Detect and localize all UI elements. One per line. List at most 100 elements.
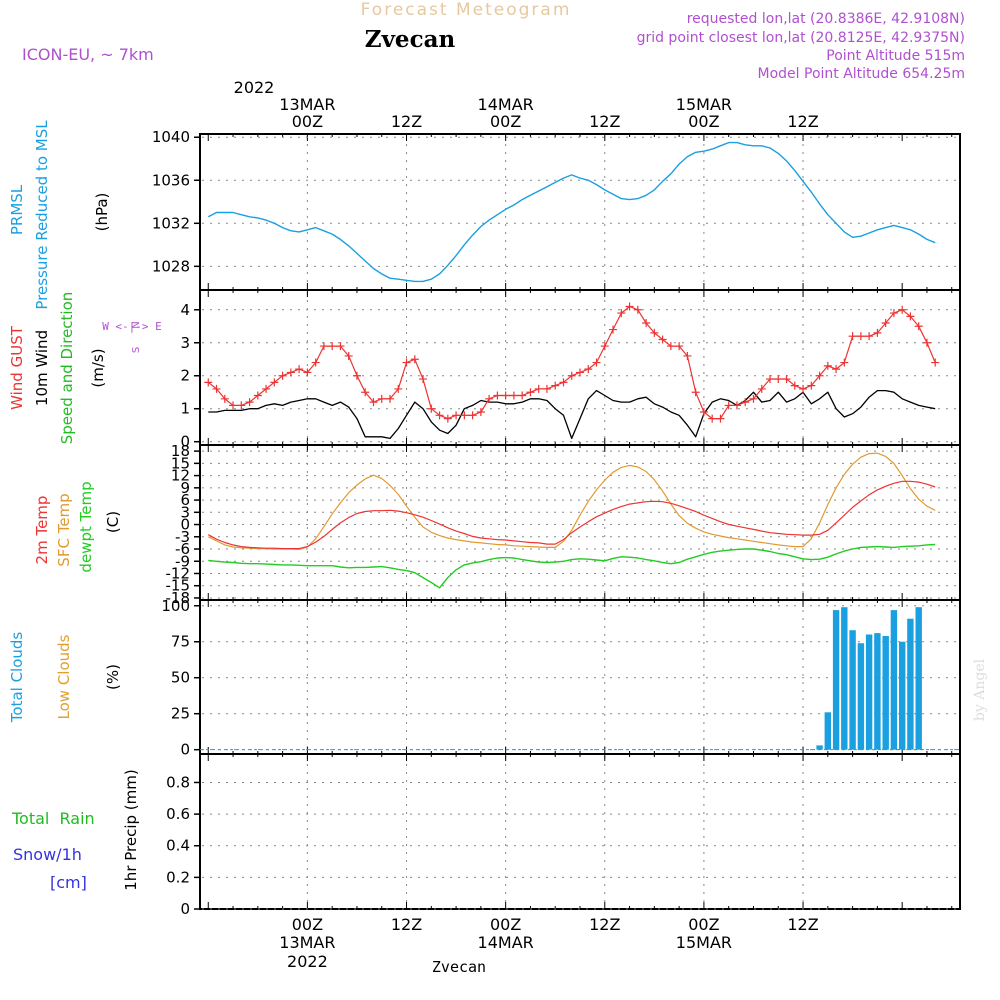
- gust-marker: [204, 378, 213, 387]
- precip-panel-frame: [199, 753, 961, 910]
- top-day-label: 13MAR: [279, 95, 335, 114]
- temp-dewpt-label: dewpt Temp: [77, 481, 95, 572]
- total-cloud-bar: [874, 633, 881, 750]
- gust-marker: [319, 342, 328, 351]
- gust-marker: [402, 358, 411, 367]
- gust-marker: [609, 325, 618, 334]
- bottom-hour-label: 00Z: [292, 915, 323, 934]
- gust-marker: [270, 378, 279, 387]
- gust-marker: [237, 401, 246, 410]
- gust-marker: [650, 328, 659, 337]
- gust-marker: [567, 371, 576, 380]
- gust-marker: [642, 318, 651, 327]
- gust-marker: [799, 384, 808, 393]
- gust-marker: [245, 398, 254, 407]
- total-cloud-bar: [824, 712, 831, 750]
- gust-marker: [452, 411, 461, 420]
- y-tick-label: 0: [180, 900, 190, 918]
- gust-marker: [683, 351, 692, 360]
- plot-marks: [200, 141, 960, 751]
- gust-marker: [757, 384, 766, 393]
- precip-unit: 1hr Precip (mm): [122, 769, 140, 890]
- temp-sfc-label: SFC Temp: [55, 493, 73, 566]
- gust-marker: [856, 332, 865, 341]
- gust-marker: [352, 371, 361, 380]
- top-year-label: 2022: [234, 78, 275, 97]
- gust-marker: [509, 391, 518, 400]
- total-cloud-bar: [816, 745, 823, 750]
- y-tick-label: 1032: [152, 214, 190, 232]
- y-tick-label: -3: [175, 528, 190, 546]
- y-tick-label: 50: [171, 669, 190, 687]
- y-tick-label: 0.8: [166, 773, 190, 791]
- model-point-altitude: Model Point Altitude 654.25m: [758, 66, 965, 82]
- gust-marker: [551, 381, 560, 390]
- top-hour-label: 00Z: [490, 112, 521, 131]
- bottom-day-label: 14MAR: [478, 933, 534, 952]
- grid-lines: [202, 134, 958, 910]
- gust-marker: [716, 414, 725, 423]
- bottom-station-label: Zvecan: [432, 958, 486, 976]
- requested-coords: requested lon,lat (20.8386E, 42.9108N): [687, 11, 965, 27]
- total-cloud-bar: [899, 641, 906, 750]
- total-cloud-bar: [915, 607, 922, 750]
- y-tick-label: 0: [180, 433, 190, 451]
- compass-ew-label: W <-|-> E: [102, 320, 162, 333]
- y-tick-label: 25: [171, 705, 190, 723]
- model-label: ICON-EU, ~ 7km: [22, 45, 154, 64]
- prmsl-line: [207, 141, 936, 283]
- clouds-unit: (%): [104, 664, 122, 690]
- y-tick-label: 3: [180, 334, 190, 352]
- gust-marker: [295, 365, 304, 374]
- y-tick-label: 3: [180, 503, 190, 521]
- y-tick-label: 2: [180, 367, 190, 385]
- gust-marker: [559, 378, 568, 387]
- temp-sfc-line: [208, 452, 936, 551]
- point-altitude: Point Altitude 515m: [826, 48, 965, 64]
- forecast-meteogram-title: Forecast Meteogram: [361, 0, 572, 20]
- total-clouds-label: Total Clouds: [8, 632, 26, 724]
- y-tick-label: 6: [180, 491, 190, 509]
- bottom-day-label: 13MAR: [279, 933, 335, 952]
- gust-marker: [303, 368, 312, 377]
- wind-10m-line: [208, 389, 936, 440]
- gust-marker: [666, 342, 675, 351]
- temp-2m-label: 2m Temp: [33, 496, 51, 565]
- bottom-hour-label: 12Z: [589, 915, 620, 934]
- y-axis-ticks: 102810321036104001234-18-15-12-9-6-30369…: [152, 128, 200, 918]
- gust-marker: [724, 401, 733, 410]
- gust-marker: [584, 365, 593, 374]
- gust-marker: [931, 358, 940, 367]
- gust-marker: [534, 384, 543, 393]
- gust-marker: [691, 388, 700, 397]
- gust-marker: [576, 368, 584, 377]
- total-cloud-bar: [907, 618, 914, 750]
- y-tick-label: 1028: [152, 257, 190, 275]
- bottom-day-label: 15MAR: [676, 933, 732, 952]
- y-tick-label: -18: [166, 589, 191, 607]
- y-tick-label: 1036: [152, 171, 190, 189]
- top-hour-label: 12Z: [787, 112, 818, 131]
- gust-marker: [386, 394, 394, 403]
- bottom-hour-label: 12Z: [787, 915, 818, 934]
- gust-marker: [848, 332, 857, 341]
- gust-marker: [361, 388, 370, 397]
- total-rain-label: Total Rain: [11, 809, 95, 828]
- gust-marker: [253, 391, 262, 400]
- gust-marker: [286, 368, 295, 377]
- y-tick-label: -15: [166, 577, 191, 595]
- bottom-year-label: 2022: [287, 952, 328, 971]
- top-hour-label: 12Z: [589, 112, 620, 131]
- gust-marker: [592, 358, 601, 367]
- y-tick-label: 100: [161, 597, 190, 615]
- gust-marker: [708, 414, 717, 423]
- gust-marker: [460, 411, 469, 420]
- total-cloud-bar: [865, 634, 873, 750]
- pressure-reduced-label: Pressure Reduced to MSL: [33, 120, 51, 310]
- gust-marker: [493, 391, 502, 400]
- bottom-hour-label: 12Z: [391, 915, 422, 934]
- gust-marker: [526, 388, 535, 397]
